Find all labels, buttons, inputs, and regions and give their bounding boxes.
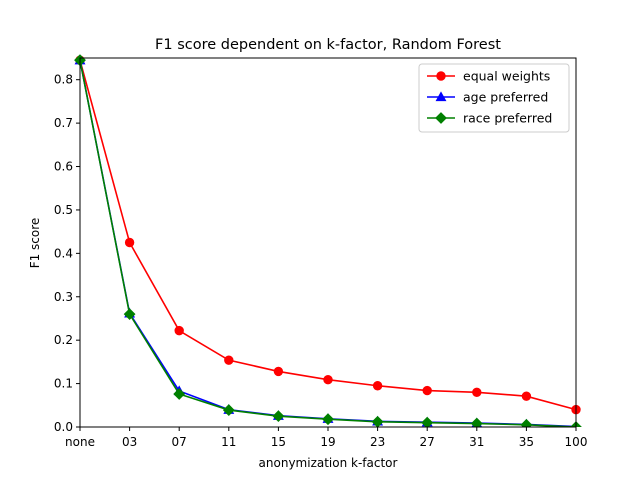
y-tick-label-1: 0.1 xyxy=(54,377,73,391)
data-point-0-2 xyxy=(174,325,184,336)
y-tick-label-2: 0.2 xyxy=(54,333,73,347)
x-tick-label-10: 100 xyxy=(565,435,588,449)
data-point-2-1 xyxy=(123,308,136,321)
legend-marker-0 xyxy=(436,71,446,81)
legend: equal weights age preferred race preferred xyxy=(418,63,570,133)
x-tick-label-7: 27 xyxy=(420,435,435,449)
x-axis-title: anonymization k-factor xyxy=(259,456,398,470)
data-point-2-5 xyxy=(322,413,334,426)
data-point-2-4 xyxy=(272,410,285,423)
data-point-0-5 xyxy=(323,374,333,385)
y-tick-label-5: 0.5 xyxy=(54,203,73,217)
chart-title: F1 score dependent on k-factor, Random F… xyxy=(155,37,501,53)
y-tick-label-7: 0.7 xyxy=(54,116,73,130)
y-tick-label-3: 0.3 xyxy=(54,290,73,304)
legend-label-2: race preferred xyxy=(463,111,552,126)
data-point-0-6 xyxy=(372,381,383,391)
x-tick-label-2: 07 xyxy=(172,435,187,449)
legend-label-0: equal weights xyxy=(463,69,550,84)
data-point-2-8 xyxy=(470,417,483,427)
legend-marker-2 xyxy=(435,112,447,124)
x-tick-label-6: 23 xyxy=(370,435,385,449)
x-tick-label-4: 15 xyxy=(271,435,286,449)
legend-marker-1 xyxy=(435,91,447,102)
x-tick-label-1: 03 xyxy=(122,435,137,449)
x-tick-label-5: 19 xyxy=(320,435,335,449)
series-group xyxy=(74,54,582,427)
y-axis-title: F1 score xyxy=(28,218,42,269)
data-point-2-9 xyxy=(520,418,533,427)
y-tick-label-0: 0.0 xyxy=(54,420,73,434)
x-tick-label-9: 35 xyxy=(519,435,534,449)
data-point-0-4 xyxy=(273,366,284,377)
data-point-2-2 xyxy=(173,388,186,400)
data-point-0-8 xyxy=(472,387,482,397)
data-point-0-3 xyxy=(224,355,234,365)
y-tick-label-4: 0.4 xyxy=(54,246,73,260)
legend-box xyxy=(418,63,570,133)
data-point-2-3 xyxy=(222,404,235,416)
data-point-2-7 xyxy=(421,416,434,427)
data-point-0-1 xyxy=(124,237,135,248)
x-tick-label-0: none xyxy=(65,435,95,449)
x-tick-label-8: 31 xyxy=(469,435,484,449)
plot-area: none 03 07 11 15 19 23 27 31 35 100 0.0 0.1 0.2 0.3 0.4… xyxy=(54,54,588,449)
data-point-0-7 xyxy=(422,385,432,396)
y-tick-label-8: 0.8 xyxy=(54,73,73,87)
x-tick-label-3: 11 xyxy=(221,435,236,449)
y-tick-label-6: 0.6 xyxy=(54,160,73,174)
legend-label-1: age preferred xyxy=(463,90,548,105)
data-point-0-9 xyxy=(521,391,532,401)
